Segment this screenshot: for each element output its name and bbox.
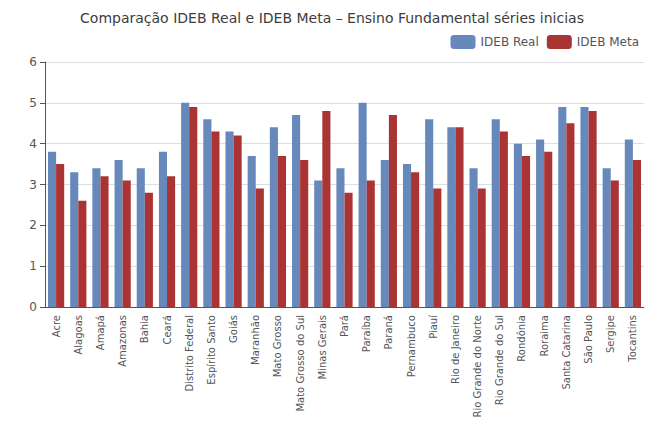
svg-text:Paraíba: Paraíba: [361, 315, 372, 352]
svg-text:IDEB Real: IDEB Real: [481, 35, 539, 49]
svg-text:Sergipe: Sergipe: [605, 315, 616, 353]
svg-text:Piauí: Piauí: [428, 314, 439, 339]
svg-text:3: 3: [29, 178, 37, 192]
svg-text:Mato Grosso do Sul: Mato Grosso do Sul: [295, 315, 306, 412]
svg-text:Rio Grande do Norte: Rio Grande do Norte: [472, 315, 483, 417]
svg-text:Comparação IDEB Real e IDEB Me: Comparação IDEB Real e IDEB Meta – Ensin…: [80, 10, 584, 26]
svg-text:IDEB Meta: IDEB Meta: [577, 35, 639, 49]
svg-text:Distrito Federal: Distrito Federal: [184, 315, 195, 392]
svg-text:5: 5: [29, 96, 37, 110]
svg-text:Ceará: Ceará: [162, 315, 173, 345]
svg-text:Rio Grande do Sul: Rio Grande do Sul: [494, 315, 505, 405]
svg-text:Espírito Santo: Espírito Santo: [206, 315, 217, 385]
svg-text:Rio de Janeiro: Rio de Janeiro: [450, 315, 461, 384]
svg-text:Tocantins: Tocantins: [627, 315, 638, 363]
svg-text:Goiás: Goiás: [228, 315, 239, 343]
svg-text:Amazonas: Amazonas: [117, 315, 128, 367]
svg-text:2: 2: [29, 218, 37, 232]
svg-text:4: 4: [29, 137, 37, 151]
svg-text:Pernambuco: Pernambuco: [406, 315, 417, 377]
svg-text:Amapá: Amapá: [95, 315, 106, 350]
svg-text:6: 6: [29, 55, 37, 69]
svg-text:Maranhão: Maranhão: [250, 315, 261, 365]
svg-text:Paraná: Paraná: [383, 315, 394, 349]
svg-text:1: 1: [29, 259, 37, 273]
svg-text:Acre: Acre: [51, 315, 62, 337]
svg-text:Pará: Pará: [339, 315, 350, 337]
svg-text:Roraima: Roraima: [539, 315, 550, 357]
svg-text:Rondônia: Rondônia: [516, 315, 527, 362]
svg-text:São Paulo: São Paulo: [583, 315, 594, 364]
svg-text:Minas Gerais: Minas Gerais: [317, 315, 328, 379]
svg-text:Mato Grosso: Mato Grosso: [272, 315, 283, 377]
svg-text:0: 0: [29, 300, 37, 314]
svg-text:Bahia: Bahia: [139, 315, 150, 343]
svg-text:Alagoas: Alagoas: [73, 315, 84, 355]
svg-text:Santa Catarina: Santa Catarina: [561, 315, 572, 390]
